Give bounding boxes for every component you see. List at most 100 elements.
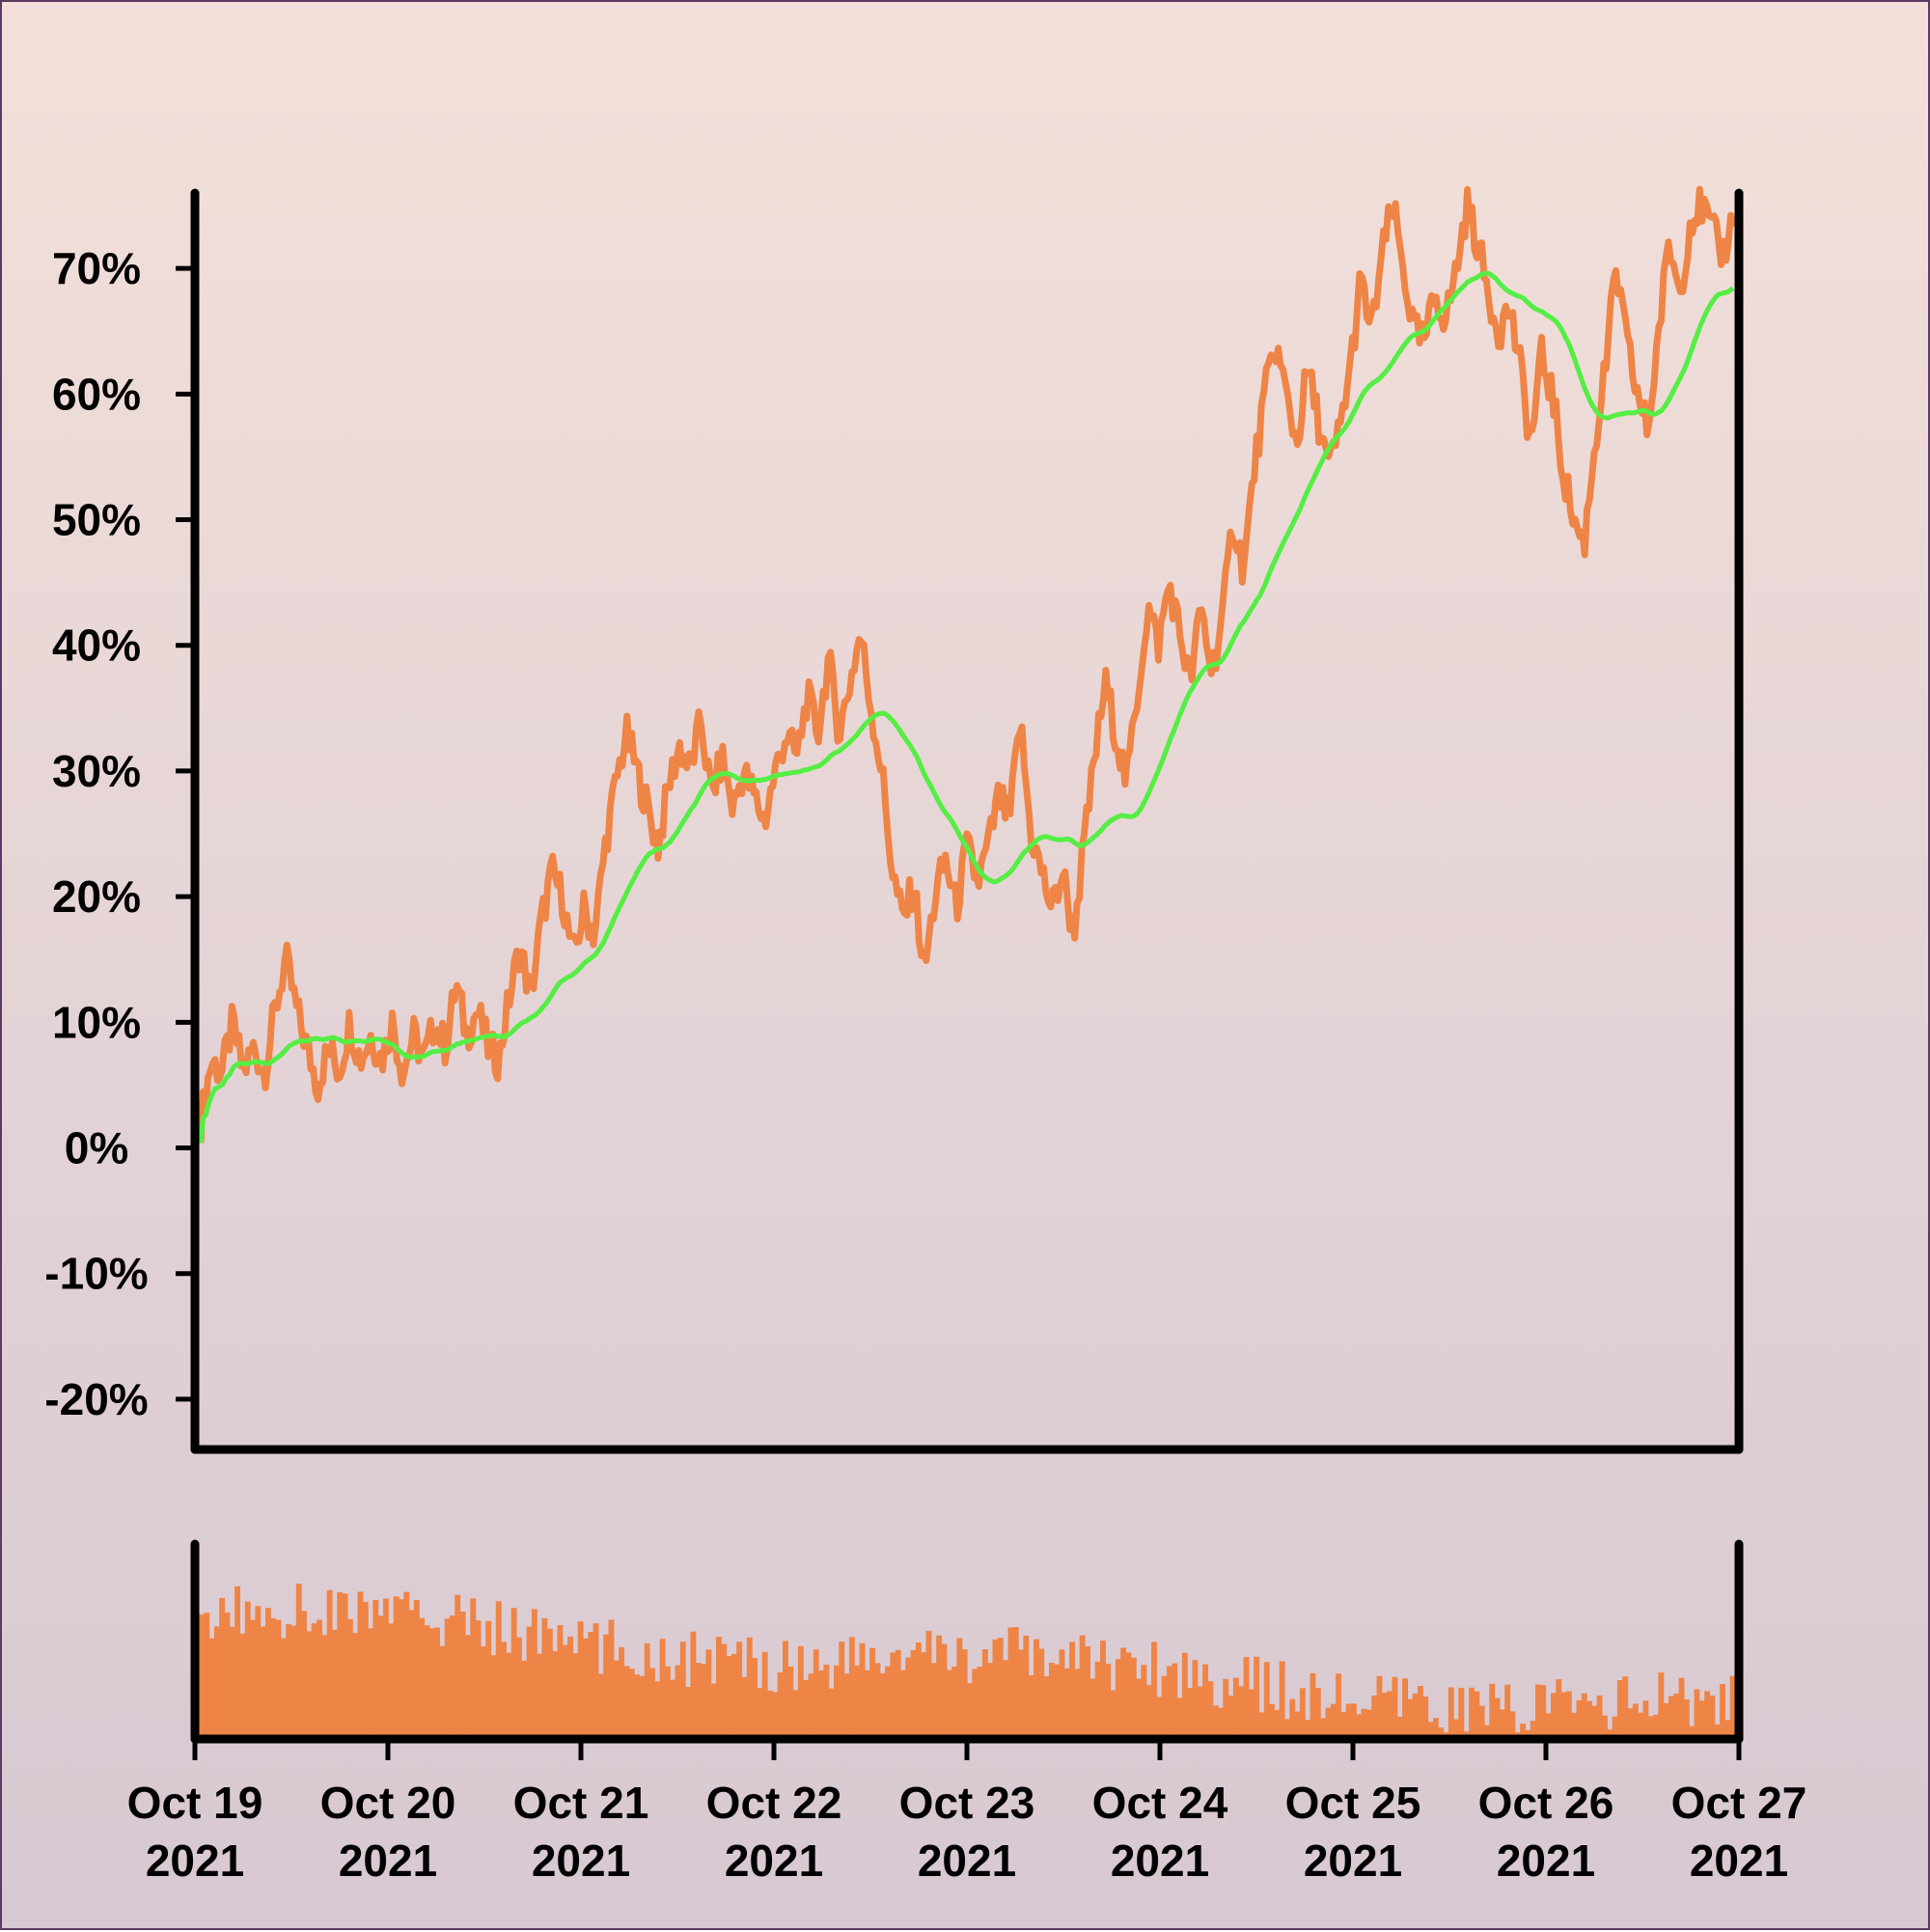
volume-bar [1254,1656,1260,1739]
volume-bar [1043,1676,1050,1739]
volume-bar [403,1591,410,1739]
volume-bar [557,1625,564,1739]
volume-bar [1607,1729,1613,1739]
volume-bar [997,1638,1004,1739]
volume-bar [377,1615,384,1739]
volume-bar [286,1624,292,1739]
x-tick-label-month: Oct 22 [706,1778,842,1828]
volume-bar [797,1645,804,1739]
volume-bar [1012,1627,1019,1739]
volume-bar [490,1655,497,1739]
volume-bar [1504,1684,1511,1739]
x-tick-label-year: 2021 [1304,1835,1402,1886]
volume-bar [1356,1714,1363,1739]
volume-bar [930,1663,937,1739]
y-tick-label: 70% [52,243,141,293]
volume-bar [541,1617,548,1739]
volume-bar [1689,1725,1696,1739]
volume-bar [905,1657,912,1739]
volume-bar [342,1593,348,1739]
volume-bar [981,1649,988,1739]
volume-bar [726,1656,732,1739]
volume-bar [275,1619,282,1739]
volume-bar [1642,1700,1649,1739]
volume-bar [1345,1703,1352,1739]
x-tick-label-month: Oct 21 [513,1778,649,1828]
volume-bar [783,1641,788,1739]
volume-bar [1100,1641,1106,1739]
volume-bar [450,1615,455,1739]
volume-bar [362,1601,369,1739]
volume-bar [1474,1691,1480,1739]
volume-bar [1105,1664,1112,1739]
volume-bar [843,1673,850,1739]
volume-bar [1647,1716,1654,1739]
volume-bar [1172,1663,1178,1739]
volume-bar [1422,1697,1429,1739]
volume-bar [419,1617,426,1739]
volume-bar [1565,1691,1572,1739]
volume-bar [619,1646,624,1739]
volume-bar [552,1651,559,1739]
volume-bar [1218,1707,1224,1739]
volume-bar [1034,1639,1039,1739]
volume-bar [1551,1693,1557,1739]
y-tick-label: 10% [52,997,141,1047]
y-tick-label: 0% [65,1123,128,1173]
volume-bar [1176,1697,1183,1739]
volume-bar [1161,1675,1168,1739]
volume-bar [1079,1635,1086,1739]
volume-bar [337,1591,344,1739]
volume-bar [1694,1689,1700,1739]
volume-bar [1202,1664,1208,1739]
volume-bar [1299,1688,1306,1739]
volume-bar [936,1635,943,1739]
volume-bar [1720,1684,1725,1739]
volume-bar [1156,1697,1163,1739]
volume-bar [890,1652,896,1739]
volume-bar [1130,1657,1137,1739]
volume-bar [741,1676,748,1739]
volume-bar [234,1586,240,1739]
volume-bar [1638,1712,1644,1739]
volume-bar [1581,1693,1587,1739]
volume-bar [1396,1716,1403,1739]
volume-bar [1151,1642,1157,1739]
volume-bar [1392,1676,1398,1739]
volume-bar [628,1669,635,1739]
volume-bar [1612,1716,1618,1739]
volume-bar [900,1670,906,1739]
volume-bar [879,1672,886,1739]
volume-bar [1560,1692,1567,1739]
volume-bar [368,1628,373,1739]
volume-bar [664,1666,671,1739]
volume-bar [690,1631,697,1739]
volume-bar [1489,1683,1496,1739]
volume-bar [1314,1688,1321,1739]
volume-bar [808,1673,814,1739]
volume-bar [1115,1659,1121,1739]
volume-bar [848,1637,855,1739]
volume-bar [1274,1709,1281,1739]
volume-bar [679,1642,686,1739]
volume-bar [475,1620,482,1739]
volume-bar [1223,1678,1229,1739]
volume-bar [1136,1678,1142,1739]
volume-bar [583,1638,589,1739]
volume-bar [639,1675,646,1739]
volume-bar [572,1653,579,1739]
volume-bar [1145,1685,1152,1739]
x-tick-label-year: 2021 [339,1835,437,1886]
volume-bar [803,1679,810,1739]
volume-bar [588,1632,594,1739]
volume-bar [1704,1691,1711,1739]
x-tick-label-month: Oct 25 [1285,1778,1421,1828]
volume-bar [1478,1705,1485,1739]
volume-bar [1407,1698,1414,1739]
volume-bar [1325,1707,1332,1739]
volume-bar [705,1649,712,1739]
volume-bar [383,1598,389,1739]
volume-bar [767,1690,773,1739]
volume-bar [459,1612,466,1739]
